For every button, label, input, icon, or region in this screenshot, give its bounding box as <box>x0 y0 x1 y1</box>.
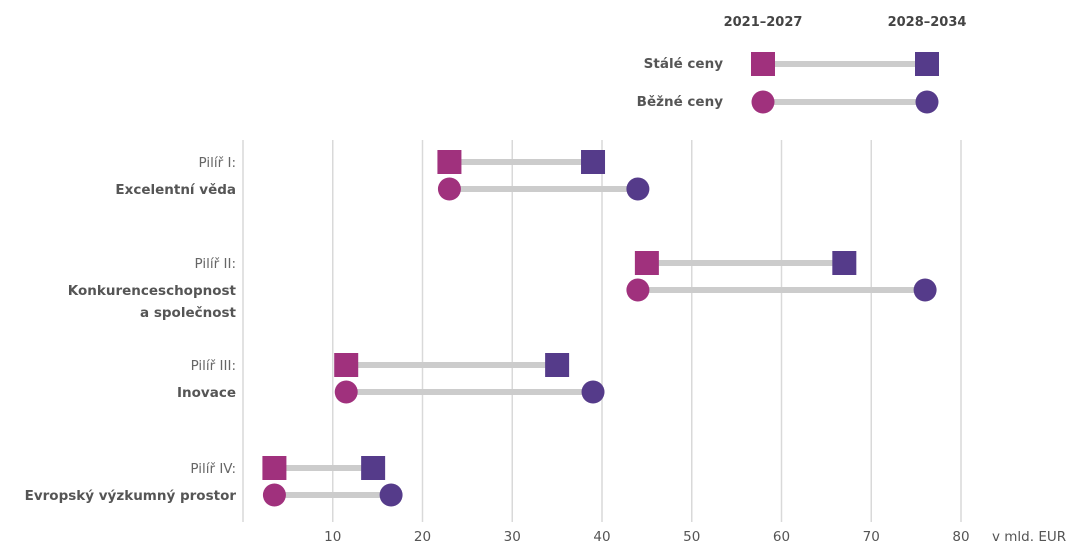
x-axis-ticks: 10 20 30 40 50 60 70 80 <box>324 529 969 545</box>
category-prefix: Pilíř IV: <box>190 461 236 477</box>
point-current-end <box>379 483 403 507</box>
grid-lines <box>242 140 962 522</box>
point-current-end <box>913 278 937 302</box>
point-current-start <box>262 483 286 507</box>
category-name: Evropský výzkumný prostor <box>25 488 237 504</box>
point-constant-start <box>334 353 359 377</box>
legend-circle-end <box>915 90 939 114</box>
data-markers <box>262 150 937 507</box>
x-tick-label: 40 <box>593 529 610 545</box>
legend-circle-start <box>751 90 775 114</box>
legend-period-start: 2021–2027 <box>724 15 803 30</box>
category-prefix: Pilíř II: <box>195 256 236 272</box>
x-tick-label: 60 <box>773 529 790 545</box>
category-name: a společnost <box>140 305 236 321</box>
point-constant-start <box>262 456 287 480</box>
category-labels: Pilíř I: Excelentní věda Pilíř II: Konkuren… <box>25 155 237 504</box>
x-tick-label: 30 <box>504 529 521 545</box>
legend-constant-label: Stálé ceny <box>644 56 724 72</box>
legend-period-end: 2028–2034 <box>888 15 967 30</box>
category-name: Inovace <box>177 385 236 401</box>
x-tick-label: 20 <box>414 529 431 545</box>
point-constant-start <box>634 251 659 275</box>
x-tick-label: 10 <box>324 529 341 545</box>
point-constant-end <box>581 150 606 174</box>
category-name: Konkurenceschopnost <box>68 283 237 299</box>
category-prefix: Pilíř III: <box>191 358 236 374</box>
x-tick-label: 80 <box>952 529 969 545</box>
point-current-start <box>437 177 461 201</box>
point-constant-start <box>437 150 462 174</box>
legend-marks <box>751 52 939 114</box>
point-current-start <box>626 278 650 302</box>
point-constant-end <box>832 251 857 275</box>
category-name: Excelentní věda <box>115 182 236 198</box>
connector-lines <box>274 159 926 498</box>
point-current-start <box>334 380 358 404</box>
category-prefix: Pilíř I: <box>199 155 236 171</box>
legend-square-end <box>915 52 939 76</box>
legend: 2021–2027 2028–2034 Stálé ceny Běžné cen… <box>637 15 967 114</box>
point-current-end <box>581 380 605 404</box>
legend-square-start <box>751 52 775 76</box>
x-axis-unit: v mld. EUR <box>992 529 1066 545</box>
point-current-end <box>626 177 650 201</box>
point-constant-end <box>361 456 386 480</box>
point-constant-end <box>545 353 570 377</box>
x-tick-label: 50 <box>683 529 700 545</box>
x-tick-label: 70 <box>863 529 880 545</box>
legend-current-label: Běžné ceny <box>637 94 724 110</box>
